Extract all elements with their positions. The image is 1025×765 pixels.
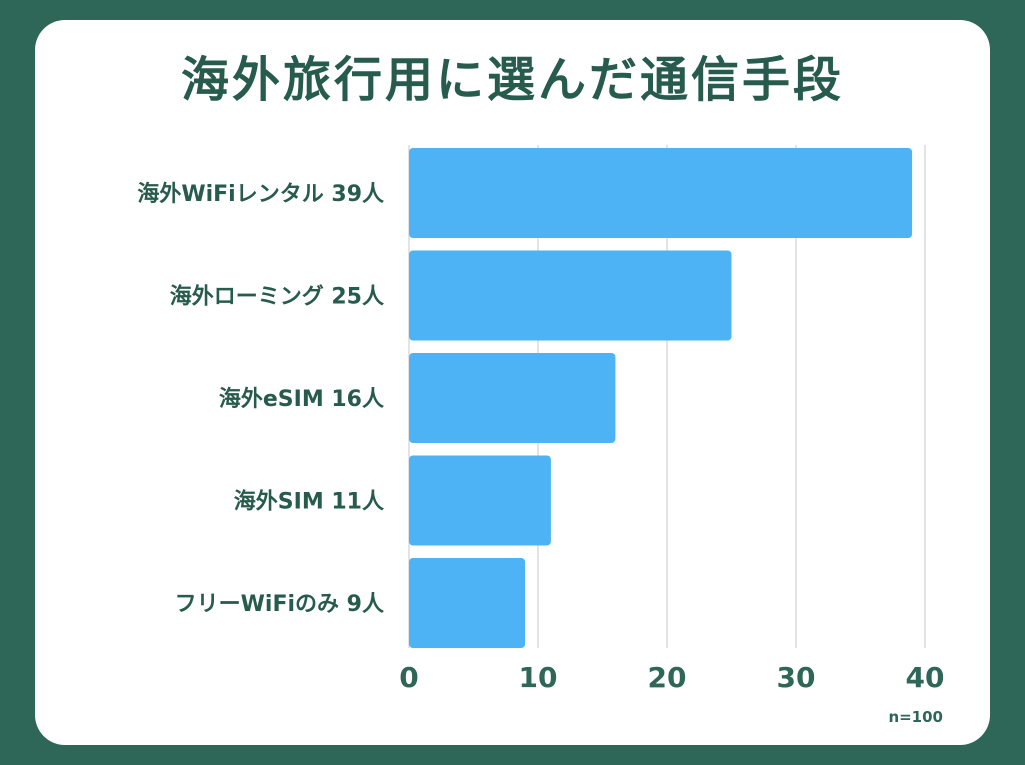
- category-label: 海外SIM 11人: [234, 489, 384, 515]
- bars: [409, 148, 913, 648]
- category-label: 海外ローミング 25人: [170, 284, 384, 310]
- bar: [409, 250, 732, 341]
- x-tick-labels: 0 10 20 30 40: [399, 661, 944, 694]
- x-tick-label: 0: [399, 661, 418, 694]
- chart-title: 海外旅行用に選んだ通信手段: [180, 52, 844, 108]
- category-label: 海外WiFiレンタル 39人: [137, 181, 384, 207]
- bar: [409, 148, 913, 238]
- bar: [409, 455, 551, 546]
- x-tick-label: 20: [648, 661, 687, 694]
- bar: [409, 353, 616, 443]
- category-label: 海外eSIM 16人: [219, 386, 384, 412]
- category-label: フリーWiFiのみ 9人: [175, 592, 384, 617]
- sample-size-note: n=100: [888, 708, 943, 726]
- x-tick-label: 40: [906, 661, 945, 694]
- x-tick-label: 30: [777, 661, 816, 694]
- x-tick-label: 10: [519, 661, 558, 694]
- bar: [409, 558, 526, 648]
